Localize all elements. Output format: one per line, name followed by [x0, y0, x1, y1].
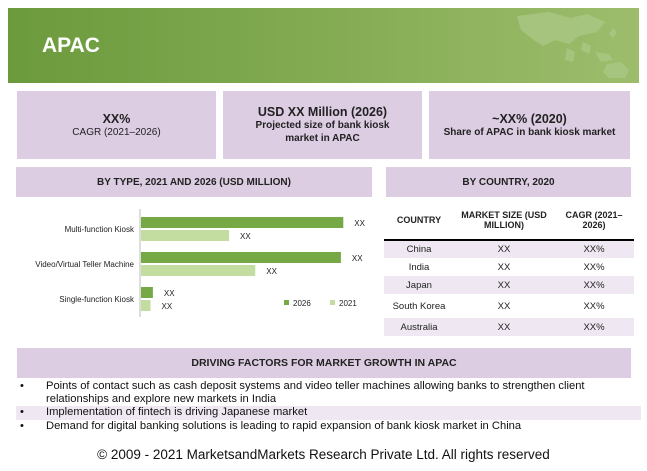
cagr-column-header: CAGR (2021–2026)	[554, 200, 634, 241]
projected-size-value: USD XX Million (2026)	[257, 105, 388, 119]
category-tick-label: Multi-function Kiosk	[65, 225, 135, 234]
country-cell: China	[384, 240, 454, 258]
share-label: Share of APAC in bank kiosk market	[443, 126, 616, 138]
bar-data-label: XX	[352, 254, 363, 263]
country-table: COUNTRY MARKET SIZE (USD MILLION) CAGR (…	[384, 200, 634, 336]
by-type-chart-svg: Multi-function Kiosk XX XX Video/Virtual Te…	[35, 209, 366, 317]
country-cell: Japan	[384, 276, 454, 294]
market-size-cell: XX	[454, 240, 554, 258]
cagr-cell: XX%	[554, 276, 634, 294]
region-header: APAC	[8, 8, 639, 83]
bar-2021	[141, 300, 151, 311]
region-title: APAC	[42, 34, 100, 57]
cagr-cell: XX%	[583, 300, 605, 312]
country-column-header: COUNTRY	[384, 200, 454, 241]
cagr-stat-card: XX% CAGR (2021–2026)	[16, 90, 217, 160]
driving-factors-list: Points of contact such as cash deposit s…	[16, 380, 641, 433]
bar-data-label: XX	[354, 219, 365, 228]
market-size-cell: XX	[497, 261, 511, 273]
bar-data-label: XX	[240, 232, 251, 241]
table-row: India XX XX%	[384, 258, 634, 276]
bar-data-label: XX	[266, 267, 277, 276]
cagr-cell: XX%	[554, 240, 634, 258]
driving-factors-header: DRIVING FACTORS FOR MARKET GROWTH IN APA…	[17, 348, 631, 378]
cagr-label: CAGR (2021–2026)	[72, 126, 161, 138]
country-cell: Australia	[384, 318, 454, 336]
legend-label-2021: 2021	[339, 299, 357, 308]
by-country-header: BY COUNTRY, 2020	[386, 167, 631, 197]
table-row: Japan XX XX%	[384, 276, 634, 294]
country-cell: South Korea	[392, 300, 446, 312]
market-size-cell: XX	[454, 318, 554, 336]
list-item: Points of contact such as cash deposit s…	[16, 380, 641, 406]
bar-2021	[141, 265, 256, 276]
bar-2026	[141, 252, 341, 263]
share-stat-card: ~XX% (2020) Share of APAC in bank kiosk …	[428, 90, 631, 160]
by-type-chart: Multi-function Kiosk XX XX Video/Virtual Te…	[12, 205, 382, 333]
cagr-cell: XX%	[554, 318, 634, 336]
bar-data-label: XX	[162, 302, 173, 311]
bar-2021	[141, 230, 230, 241]
projected-size-label: Projected size of bank kiosk market in A…	[255, 120, 390, 144]
table-row: South Korea XX XX%	[384, 294, 634, 318]
cagr-value: XX%	[102, 111, 131, 126]
list-item: Demand for digital banking solutions is …	[16, 420, 641, 433]
country-table-header-row: COUNTRY MARKET SIZE (USD MILLION) CAGR (…	[384, 200, 634, 241]
cagr-cell: XX%	[583, 261, 605, 273]
bar-2026	[141, 287, 153, 298]
category-tick-label: Video/Virtual Teller Machine	[35, 260, 134, 269]
projected-size-stat-card: USD XX Million (2026) Projected size of …	[222, 90, 423, 160]
by-type-header: BY TYPE, 2021 AND 2026 (USD MILLION)	[16, 167, 372, 197]
market-size-column-header: MARKET SIZE (USD MILLION)	[454, 200, 554, 241]
share-value: ~XX% (2020)	[492, 111, 567, 126]
legend-label-2026: 2026	[293, 299, 311, 308]
market-size-cell: XX	[454, 276, 554, 294]
market-size-cell: XX	[497, 300, 511, 312]
table-row: China XX XX%	[384, 240, 634, 258]
bar-data-label: XX	[164, 289, 175, 298]
table-row: Australia XX XX%	[384, 318, 634, 336]
asia-map-icon	[517, 12, 629, 78]
legend-swatch-2021	[330, 300, 335, 305]
list-item: Implementation of fintech is driving Jap…	[16, 406, 641, 420]
bar-2026	[141, 217, 344, 228]
category-tick-label: Single-function Kiosk	[59, 295, 135, 304]
copyright-footer: © 2009 - 2021 MarketsandMarkets Research…	[97, 447, 550, 462]
legend-swatch-2026	[284, 300, 289, 305]
country-cell: India	[408, 261, 430, 273]
